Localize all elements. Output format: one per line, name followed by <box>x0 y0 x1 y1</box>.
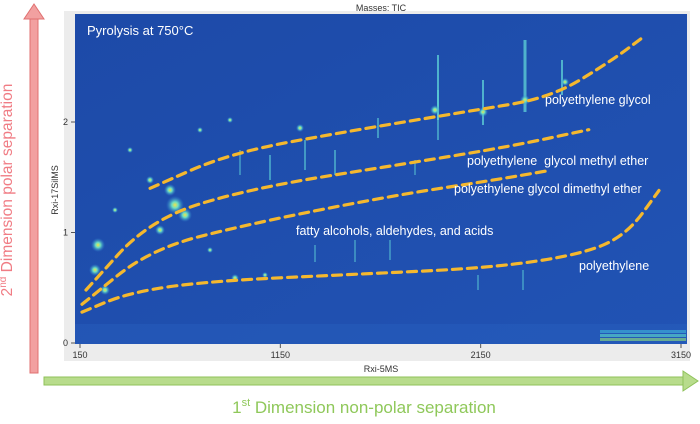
peak-spot <box>89 264 101 276</box>
pyrolysis-label: Pyrolysis at 750°C <box>87 23 193 38</box>
trend-line-4 <box>80 188 661 314</box>
column-bleed <box>600 338 686 341</box>
label-peg-methyl-ether: polyethylene glycol methyl ether <box>467 154 648 168</box>
outer-x-title-super: st <box>242 397 251 409</box>
peak-spot <box>166 196 184 214</box>
peak-spot <box>164 184 176 196</box>
y-arrow-head <box>23 3 45 20</box>
plot-area <box>75 14 687 344</box>
peak-spot <box>207 247 213 253</box>
y-tick-label: 2 <box>63 117 68 127</box>
chart-title: Masses: TIC <box>356 3 407 13</box>
peak-spot <box>100 285 110 295</box>
outer-y-title-num: 2 <box>0 288 16 297</box>
y-direction-arrow <box>23 3 45 374</box>
y-ticks: 0 1 2 <box>63 117 75 348</box>
peak-spot <box>127 147 133 153</box>
outer-y-title: 2nd Dimension polar separation <box>0 84 16 297</box>
y-axis-label: Rxi-17SilMS <box>50 165 60 215</box>
x-ticks: 150 1150 2150 3150 <box>72 344 691 360</box>
peak-spot <box>262 272 268 278</box>
peak-spot <box>91 238 105 252</box>
trend-line-2 <box>80 169 551 306</box>
outer-y-title-rest: Dimension polar separation <box>0 84 16 277</box>
x-tick-label: 1150 <box>271 350 290 360</box>
y-tick-label: 1 <box>63 228 68 238</box>
peak-spot <box>227 117 233 123</box>
label-peg-dimethyl-ether: polyethylene glycol dimethyl ether <box>454 182 642 196</box>
outer-y-title-super: nd <box>0 277 9 288</box>
outer-x-title-num: 1 <box>232 398 241 417</box>
trend-line-0 <box>148 34 647 190</box>
column-bleed <box>600 330 686 333</box>
x-arrow-head <box>682 370 699 392</box>
peak-spot <box>430 105 440 115</box>
peak-spot <box>155 225 165 235</box>
column-bleed <box>600 334 686 337</box>
x-tick-label: 150 <box>72 350 87 360</box>
heatmap-peaks <box>75 40 687 344</box>
peak-spot <box>112 207 118 213</box>
label-polyethylene-glycol: polyethylene glycol <box>545 93 651 107</box>
label-fatty-alcohols: fatty alcohols, aldehydes, and acids <box>296 224 493 238</box>
trend-line-1 <box>84 128 591 292</box>
peak-spot <box>197 127 203 133</box>
y-tick-label: 0 <box>63 338 68 348</box>
x-axis-label: Rxi-5MS <box>364 364 399 374</box>
peak-spot <box>561 78 569 86</box>
x-tick-label: 3150 <box>671 350 691 360</box>
x-tick-label: 2150 <box>471 350 491 360</box>
y-arrow-shaft <box>29 17 39 374</box>
baseline-band <box>75 324 687 344</box>
x-arrow-shaft <box>43 376 685 386</box>
outer-x-title-rest: Dimension non-polar separation <box>250 398 496 417</box>
x-direction-arrow <box>43 370 699 392</box>
outer-x-title: 1st Dimension non-polar separation <box>232 397 496 417</box>
trend-lines <box>80 34 661 314</box>
peak-spot <box>146 176 154 184</box>
label-polyethylene: polyethylene <box>579 259 649 273</box>
peak-spot <box>296 124 304 132</box>
